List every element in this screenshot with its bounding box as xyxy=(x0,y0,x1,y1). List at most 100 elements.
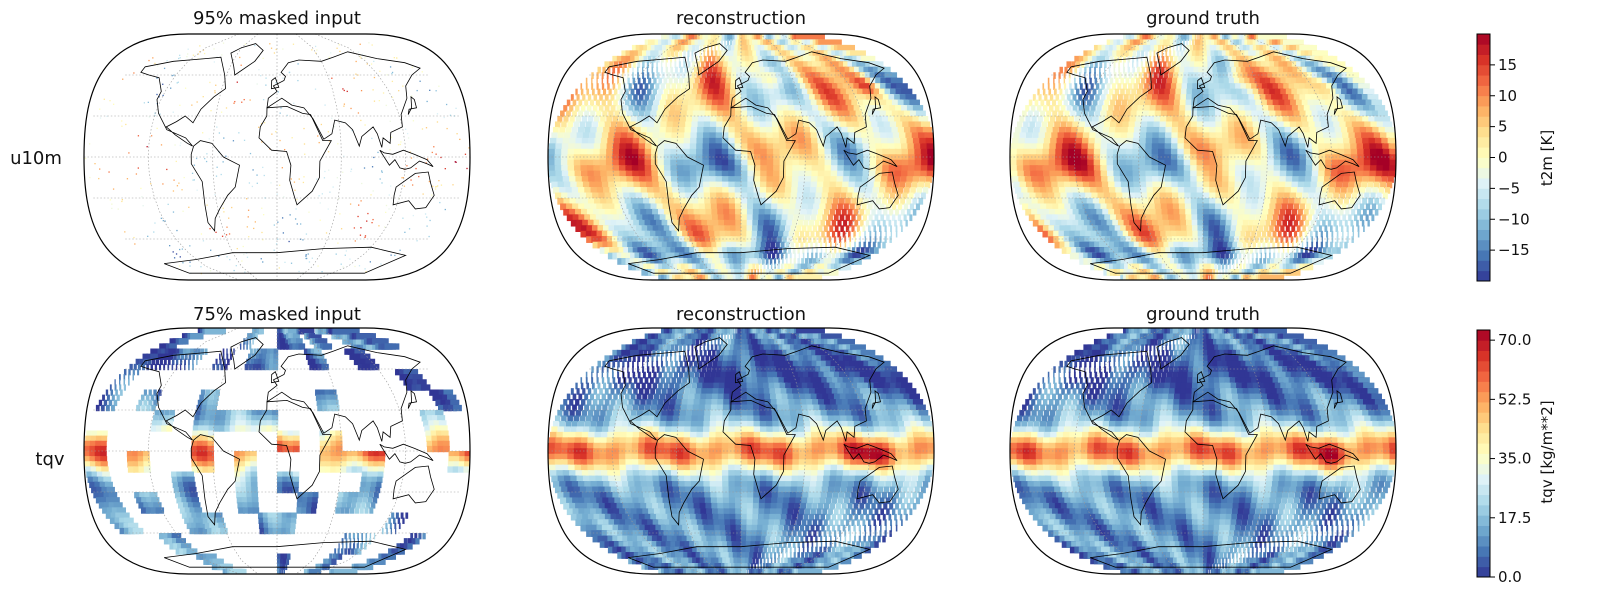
panel-title-bottom-3: ground truth xyxy=(1146,304,1260,325)
field-cells xyxy=(548,328,934,574)
colorbar-level xyxy=(1477,260,1490,272)
colorbar-level xyxy=(1477,34,1490,45)
colorbar-tick-label: 17.5 xyxy=(1498,509,1531,527)
field-cells xyxy=(84,328,470,574)
graticule xyxy=(84,34,470,280)
colorbar-level xyxy=(1477,340,1490,351)
coastlines xyxy=(140,337,435,568)
colorbar-level xyxy=(1477,525,1490,537)
graticule xyxy=(548,328,934,574)
coastlines xyxy=(140,43,435,274)
colorbar-level xyxy=(1477,443,1490,454)
row-label-top: u10m xyxy=(10,148,62,169)
colorbar-tqv: 0.0 17.5 35.0 52.5 70.0 xyxy=(1476,329,1531,586)
panel-title-top-2: reconstruction xyxy=(676,8,806,29)
colorbar-level xyxy=(1477,494,1490,506)
colorbar-level xyxy=(1477,412,1490,424)
colorbar-tick-label: 5 xyxy=(1498,118,1508,136)
map-frame xyxy=(83,327,471,575)
colorbar-t2m: −15 −10 −5 0 5 10 15 xyxy=(1476,33,1530,282)
coastlines xyxy=(604,43,899,274)
map-frame xyxy=(83,33,471,281)
colorbar-level xyxy=(1477,54,1490,66)
panel-title-bottom-1: 75% masked input xyxy=(193,304,361,325)
map-panel-bottom-masked-input xyxy=(83,327,471,575)
colorbar-level xyxy=(1477,250,1490,261)
colorbar-level xyxy=(1477,546,1490,557)
colorbar-tick-label: 70.0 xyxy=(1498,331,1531,349)
map-panel-bottom-ground-truth xyxy=(1009,327,1397,575)
colorbar-label-t2m: t2m [K] xyxy=(1538,130,1556,186)
colorbar-level xyxy=(1477,85,1490,97)
map-frame xyxy=(1009,327,1397,575)
colorbar-level xyxy=(1477,208,1490,220)
colorbar-level xyxy=(1477,270,1490,282)
field-cells xyxy=(548,34,934,280)
colorbar-level xyxy=(1477,126,1490,138)
graticule xyxy=(84,328,470,574)
colorbar-level xyxy=(1477,484,1490,496)
colorbar-level xyxy=(1477,75,1490,86)
colorbar-frame xyxy=(1476,329,1491,578)
field-cells xyxy=(1010,34,1396,280)
colorbar-label-tqv: tqv [kg/m**2] xyxy=(1538,400,1556,503)
colorbar-level xyxy=(1477,474,1490,485)
colorbar-level xyxy=(1477,432,1490,444)
colorbar-level xyxy=(1477,178,1490,189)
colorbar-level xyxy=(1477,157,1490,169)
colorbar-level xyxy=(1477,422,1490,434)
graticule xyxy=(1010,34,1396,280)
panel-title-top-1: 95% masked input xyxy=(193,8,361,29)
colorbar-level xyxy=(1477,453,1490,465)
colorbar-tick-label: 35.0 xyxy=(1498,450,1531,468)
colorbar-tick-label: 15 xyxy=(1498,56,1517,74)
row-label-bottom: tqv xyxy=(35,449,64,470)
colorbar-tick-label: 10 xyxy=(1498,87,1517,105)
field-cells xyxy=(84,42,470,275)
colorbar-level xyxy=(1477,504,1490,516)
colorbar-level xyxy=(1477,535,1490,547)
colorbar-level xyxy=(1477,44,1490,55)
map-panel-top-ground-truth xyxy=(1009,33,1397,281)
coastlines xyxy=(604,337,899,568)
coastlines xyxy=(1066,43,1361,274)
colorbar-tick-label: 0 xyxy=(1498,149,1508,167)
map-panel-top-masked-input xyxy=(83,33,471,281)
colorbar-level xyxy=(1477,463,1490,475)
colorbar-tick-label: −5 xyxy=(1498,179,1520,197)
colorbar-level xyxy=(1477,219,1490,230)
map-panel-top-reconstruction xyxy=(547,33,935,281)
colorbar-tick-label: 0.0 xyxy=(1498,568,1522,586)
colorbar-level xyxy=(1477,371,1490,382)
colorbar-level xyxy=(1477,330,1490,341)
map-frame xyxy=(547,327,935,575)
colorbar-level xyxy=(1477,350,1490,362)
colorbar-level xyxy=(1477,116,1490,128)
colorbar-level xyxy=(1477,515,1490,526)
colorbar-level xyxy=(1477,566,1490,578)
colorbar-level xyxy=(1477,229,1490,241)
colorbar-level xyxy=(1477,360,1490,372)
graticule xyxy=(548,34,934,280)
colorbar-level xyxy=(1477,106,1490,117)
colorbar-level xyxy=(1477,64,1490,76)
colorbar-level xyxy=(1477,188,1490,200)
graticule xyxy=(1010,328,1396,574)
colorbar-level xyxy=(1477,402,1490,413)
colorbar-level xyxy=(1477,381,1490,393)
colorbar-level xyxy=(1477,167,1490,179)
colorbar-tick-label: −10 xyxy=(1498,210,1530,228)
map-frame xyxy=(547,33,935,281)
map-panel-bottom-reconstruction xyxy=(547,327,935,575)
colorbar-level xyxy=(1477,198,1490,210)
colorbar-level xyxy=(1477,239,1490,251)
map-frame xyxy=(1009,33,1397,281)
coastlines xyxy=(1066,337,1361,568)
colorbar-tick-label: 52.5 xyxy=(1498,390,1531,408)
colorbar-level xyxy=(1477,391,1490,403)
panel-title-top-3: ground truth xyxy=(1146,8,1260,29)
colorbar-level xyxy=(1477,147,1490,158)
colorbar-level xyxy=(1477,95,1490,107)
colorbar-level xyxy=(1477,136,1490,148)
